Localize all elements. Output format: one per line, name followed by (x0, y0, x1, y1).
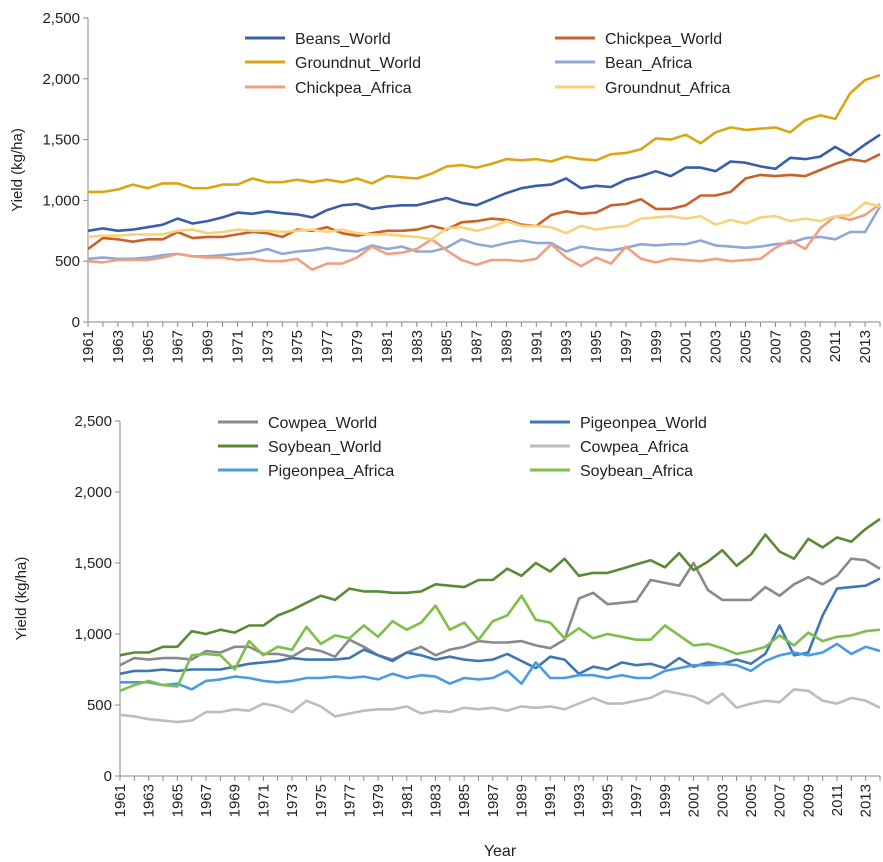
y-tick-label: 2,000 (74, 484, 112, 501)
x-tick-label: 1987 (469, 330, 486, 363)
x-tick-label: 2005 (743, 784, 760, 817)
x-tick-label: 1993 (571, 784, 588, 817)
x-tick-label: 2011 (829, 784, 846, 816)
series-line (87, 205, 882, 261)
x-tick-label: 1977 (341, 784, 358, 817)
x-tick-label: 1975 (289, 330, 306, 363)
y-tick-label: 0 (104, 768, 112, 785)
x-tick-label: 2005 (738, 330, 755, 363)
x-tick-label: 2001 (686, 784, 703, 817)
y-tick-label: 2,000 (42, 71, 80, 88)
x-tick-label: 2003 (714, 784, 731, 817)
series-line (87, 133, 881, 233)
x-tick-label: 1983 (409, 330, 426, 363)
x-tick-label: 1981 (379, 330, 396, 363)
y-tick-label: 1,500 (42, 132, 80, 149)
x-tick-label: 1969 (200, 330, 217, 363)
x-tick-label: 1987 (485, 784, 502, 817)
legend-label: Chickpea_World (605, 31, 722, 48)
legend-label: Bean_Africa (605, 55, 692, 72)
x-tick-label: 1985 (456, 784, 473, 817)
series-line (119, 594, 881, 693)
x-tick-label: 1993 (558, 330, 575, 363)
legend-label: Cowpea_World (268, 415, 377, 432)
x-tick-label: 1965 (140, 330, 157, 363)
x-axis-label: Year (484, 843, 517, 860)
series-line (120, 642, 881, 691)
x-tick-label: 2003 (708, 330, 725, 363)
y-tick-label: 1,500 (74, 555, 112, 572)
legend-label: Beans_World (295, 31, 391, 48)
legend-label: Pigeonpea_Africa (268, 463, 394, 480)
x-tick-label: 1981 (399, 784, 416, 817)
legend-label: Groundnut_World (295, 55, 421, 72)
series-line (87, 202, 881, 271)
x-tick-label: 1997 (628, 784, 645, 817)
y-tick-label: 1,000 (74, 626, 112, 643)
x-tick-label: 1997 (618, 330, 635, 363)
x-tick-label: 1995 (600, 784, 617, 817)
legend-label: Pigeonpea_World (580, 415, 707, 432)
legend-label: Soybean_World (268, 439, 382, 456)
x-tick-label: 2007 (772, 784, 789, 817)
x-tick-label: 1967 (170, 330, 187, 363)
x-tick-label: 1963 (110, 330, 127, 363)
x-tick-label: 1961 (80, 330, 97, 363)
y-tick-label: 1,000 (42, 192, 80, 209)
x-tick-label: 1999 (657, 784, 674, 817)
x-tick-label: 2013 (858, 784, 875, 817)
y-tick-label: 0 (72, 314, 80, 331)
y-tick-label: 500 (87, 697, 112, 714)
series-line (87, 201, 881, 241)
y-tick-label: 500 (55, 253, 80, 270)
x-tick-label: 1967 (198, 784, 215, 817)
x-tick-label: 1983 (427, 784, 444, 817)
legend-label: Soybean_Africa (580, 463, 693, 480)
series-line (119, 577, 881, 676)
x-tick-label: 1975 (313, 784, 330, 817)
x-tick-label: 2009 (797, 330, 814, 363)
x-tick-label: 1961 (112, 784, 129, 817)
x-tick-label: 1979 (349, 330, 366, 363)
x-tick-label: 1963 (141, 784, 158, 817)
x-tick-label: 1989 (498, 330, 515, 363)
x-tick-label: 1991 (542, 784, 559, 817)
x-tick-label: 1965 (169, 784, 186, 817)
x-tick-label: 1973 (259, 330, 276, 363)
x-tick-label: 2007 (767, 330, 784, 363)
x-tick-label: 1979 (370, 784, 387, 817)
series-line (88, 73, 881, 194)
series-line (119, 688, 881, 724)
x-tick-label: 1973 (284, 784, 301, 817)
x-tick-label: 1989 (514, 784, 531, 817)
y-axis-label: Yield (kg/ha) (13, 557, 30, 641)
x-tick-label: 1971 (229, 330, 246, 363)
x-tick-label: 1995 (588, 330, 605, 363)
y-tick-label: 2,500 (74, 413, 112, 430)
y-axis-label: Yield (kg/ha) (9, 128, 26, 212)
x-tick-label: 1971 (255, 784, 272, 817)
x-tick-label: 1985 (439, 330, 456, 363)
series-line (87, 153, 881, 251)
x-tick-label: 1991 (528, 330, 545, 363)
x-tick-label: 2009 (800, 784, 817, 817)
legend-label: Chickpea_Africa (295, 80, 412, 97)
series-line (119, 517, 881, 657)
x-tick-label: 2013 (857, 330, 874, 363)
x-tick-label: 1999 (648, 330, 665, 363)
legend-label: Groundnut_Africa (605, 80, 731, 97)
x-tick-label: 1977 (319, 330, 336, 363)
x-tick-label: 1969 (227, 784, 244, 817)
x-tick-label: 2011 (827, 330, 844, 362)
x-tick-label: 2001 (678, 330, 695, 363)
y-tick-label: 2,500 (42, 10, 80, 27)
legend-label: Cowpea_Africa (580, 439, 689, 456)
